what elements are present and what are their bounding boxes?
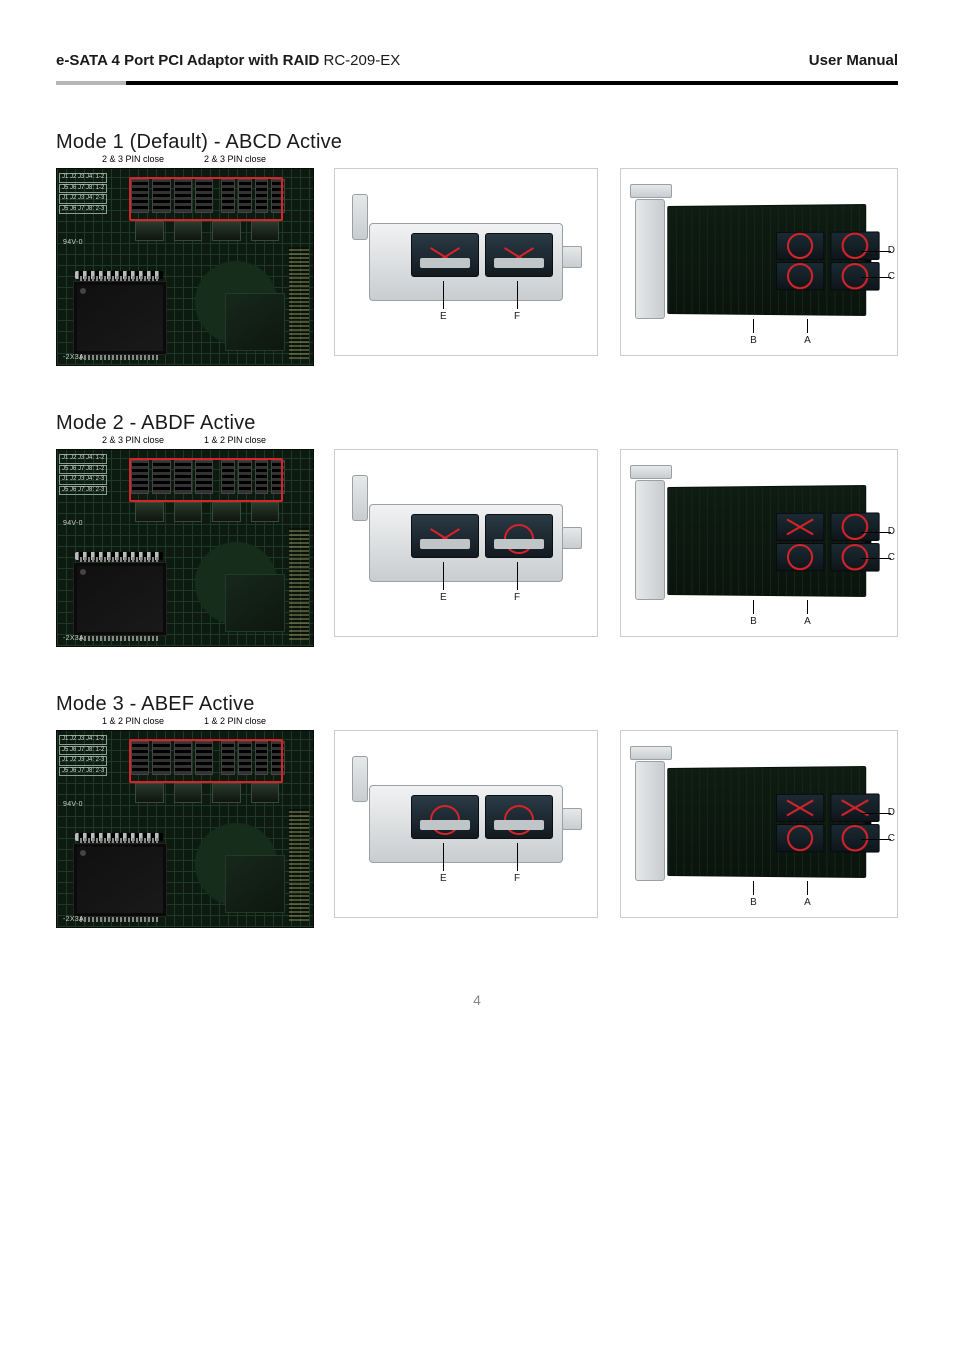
port-label-d: D bbox=[888, 526, 895, 537]
doc-title: e-SATA 4 Port PCI Adaptor with RAID bbox=[56, 52, 319, 69]
pcb-marking-1: 94V-0 bbox=[63, 520, 83, 527]
page-header: e-SATA 4 Port PCI Adaptor with RAID RC-2… bbox=[56, 52, 898, 69]
main-chip bbox=[73, 562, 167, 636]
jumper-bank-2 bbox=[221, 741, 285, 775]
pcb-closeup: 1 & 2 PIN close1 & 2 PIN closeJ1 J2 J3 J… bbox=[56, 730, 312, 928]
board-angled-view: D C B A bbox=[620, 730, 898, 918]
jumper-bank-1 bbox=[131, 741, 213, 775]
pcb-marking-1: 94V-0 bbox=[63, 801, 83, 808]
pin-label-right: 1 & 2 PIN close bbox=[204, 716, 266, 726]
pcb-marking-2: -2X3A bbox=[63, 916, 84, 923]
port-label-d: D bbox=[888, 245, 895, 256]
pci-board bbox=[667, 485, 866, 597]
mode-title: Mode 2 - ABDF Active bbox=[56, 412, 898, 435]
port-label-b: B bbox=[750, 335, 757, 346]
esata-port-f bbox=[485, 233, 553, 277]
jumper-bank-1 bbox=[131, 460, 213, 494]
header-left: e-SATA 4 Port PCI Adaptor with RAID RC-2… bbox=[56, 52, 400, 69]
sata-port-d bbox=[830, 793, 879, 822]
controller-chip bbox=[225, 855, 285, 913]
pin-label-left: 2 & 3 PIN close bbox=[102, 435, 164, 445]
jumper-table: J1 J2 J3 J4: 1-2J5 J6 J7 J8: 1-2J1 J2 J3… bbox=[59, 173, 107, 215]
pin-label-right: 1 & 2 PIN close bbox=[204, 435, 266, 445]
main-chip bbox=[73, 281, 167, 355]
sata-port-d bbox=[830, 231, 879, 260]
port-label-c: C bbox=[888, 552, 895, 563]
controller-chip bbox=[225, 574, 285, 632]
esata-port-f bbox=[485, 514, 553, 558]
bracket-view: EF bbox=[334, 730, 598, 918]
port-label-a: A bbox=[804, 335, 811, 346]
mode-title: Mode 3 - ABEF Active bbox=[56, 693, 898, 716]
port-label-b: B bbox=[750, 897, 757, 908]
header-rule bbox=[56, 81, 898, 85]
sata-port-b bbox=[776, 543, 824, 571]
mode-section: Mode 3 - ABEF Active1 & 2 PIN close1 & 2… bbox=[56, 693, 898, 928]
port-label-b: B bbox=[750, 616, 757, 627]
jumper-bank-2 bbox=[221, 460, 285, 494]
pcb-closeup: 2 & 3 PIN close2 & 3 PIN closeJ1 J2 J3 J… bbox=[56, 168, 312, 366]
port-label-e: E bbox=[440, 592, 447, 603]
main-chip bbox=[73, 843, 167, 917]
sata-port-c bbox=[776, 794, 824, 822]
port-label-e: E bbox=[440, 311, 447, 322]
pcb-closeup: 2 & 3 PIN close1 & 2 PIN closeJ1 J2 J3 J… bbox=[56, 449, 312, 647]
port-label-d: D bbox=[888, 807, 895, 818]
board-angled-view: D C B A bbox=[620, 168, 898, 356]
pcb-marking-2: -2X3A bbox=[63, 354, 84, 361]
pcb-marking-1: 94V-0 bbox=[63, 239, 83, 246]
pcb-marking-2: -2X3A bbox=[63, 635, 84, 642]
jumper-bank-1 bbox=[131, 179, 213, 213]
jumper-bank-2 bbox=[221, 179, 285, 213]
sata-port-d bbox=[830, 512, 879, 541]
bracket-view: EF bbox=[334, 449, 598, 637]
port-label-a: A bbox=[804, 616, 811, 627]
pin-label-right: 2 & 3 PIN close bbox=[204, 154, 266, 164]
header-right: User Manual bbox=[809, 52, 898, 69]
esata-port-e bbox=[411, 514, 479, 558]
port-label-e: E bbox=[440, 873, 447, 884]
sata-port-b bbox=[776, 824, 824, 852]
esata-port-e bbox=[411, 233, 479, 277]
port-label-f: F bbox=[514, 592, 520, 603]
port-label-f: F bbox=[514, 873, 520, 884]
mode-title: Mode 1 (Default) - ABCD Active bbox=[56, 131, 898, 154]
esata-port-f bbox=[485, 795, 553, 839]
sata-port-b bbox=[776, 262, 824, 290]
pin-label-left: 1 & 2 PIN close bbox=[102, 716, 164, 726]
doc-model: RC-209-EX bbox=[324, 52, 401, 69]
port-label-c: C bbox=[888, 833, 895, 844]
port-label-c: C bbox=[888, 271, 895, 282]
pci-board bbox=[667, 766, 866, 878]
esata-port-e bbox=[411, 795, 479, 839]
sata-port-c bbox=[776, 513, 824, 541]
page-number: 4 bbox=[56, 992, 898, 1008]
mode-section: Mode 1 (Default) - ABCD Active2 & 3 PIN … bbox=[56, 131, 898, 366]
jumper-table: J1 J2 J3 J4: 1-2J5 J6 J7 J8: 1-2J1 J2 J3… bbox=[59, 735, 107, 777]
port-label-a: A bbox=[804, 897, 811, 908]
pci-board bbox=[667, 204, 866, 316]
jumper-table: J1 J2 J3 J4: 1-2J5 J6 J7 J8: 1-2J1 J2 J3… bbox=[59, 454, 107, 496]
port-label-f: F bbox=[514, 311, 520, 322]
pin-label-left: 2 & 3 PIN close bbox=[102, 154, 164, 164]
board-angled-view: D C B A bbox=[620, 449, 898, 637]
controller-chip bbox=[225, 293, 285, 351]
mode-section: Mode 2 - ABDF Active2 & 3 PIN close1 & 2… bbox=[56, 412, 898, 647]
bracket-view: EF bbox=[334, 168, 598, 356]
sata-port-c bbox=[776, 232, 824, 260]
